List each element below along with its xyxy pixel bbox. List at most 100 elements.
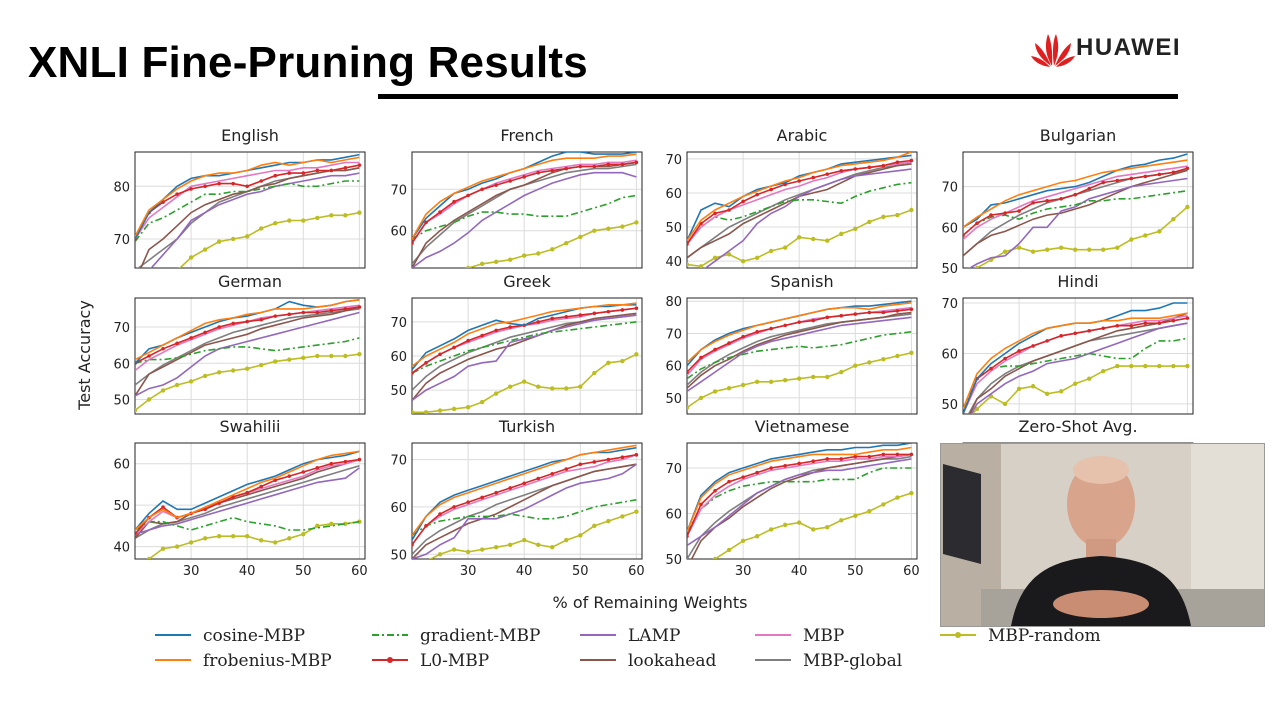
series-line-cosine-mbp bbox=[687, 443, 912, 532]
marker-mbp-random bbox=[699, 570, 703, 574]
marker-l0-mbp bbox=[466, 500, 470, 504]
panel-frame bbox=[686, 442, 918, 560]
marker-mbp-random bbox=[606, 360, 611, 366]
marker-mbp-random bbox=[961, 422, 965, 426]
marker-l0-mbp bbox=[357, 305, 362, 309]
marker-mbp-random bbox=[287, 357, 292, 362]
marker-l0-mbp bbox=[1087, 328, 1092, 333]
marker-mbp-random bbox=[634, 220, 639, 225]
marker-mbp-random bbox=[1072, 381, 1078, 386]
marker-mbp-random bbox=[507, 384, 513, 389]
marker-l0-mbp bbox=[480, 187, 484, 192]
series-line-lamp bbox=[412, 171, 637, 268]
legend-item-gradient-mbp: gradient-MBP bbox=[372, 626, 540, 646]
y-tick-label: 70 bbox=[941, 297, 958, 312]
panel-frame bbox=[411, 442, 643, 560]
marker-mbp-random bbox=[521, 253, 527, 258]
marker-mbp-random bbox=[216, 534, 222, 539]
series-line-mbp-global bbox=[687, 163, 912, 259]
marker-mbp-random bbox=[160, 388, 166, 393]
marker-mbp-random bbox=[301, 531, 306, 537]
marker-l0-mbp bbox=[811, 175, 816, 180]
marker-l0-mbp bbox=[1003, 356, 1007, 361]
marker-l0-mbp bbox=[811, 318, 816, 323]
marker-l0-mbp bbox=[592, 460, 597, 464]
marker-mbp-random bbox=[687, 405, 690, 410]
slide-title: XNLI Fine-Pruning Results bbox=[28, 38, 588, 87]
legend-label: cosine-MBP bbox=[203, 626, 305, 646]
marker-mbp-random bbox=[202, 536, 208, 541]
marker-mbp-random bbox=[606, 518, 611, 524]
panel-hindi: Hindi 50 60 70 bbox=[941, 272, 1194, 426]
marker-mbp-random bbox=[685, 584, 689, 588]
marker-mbp-random bbox=[188, 255, 194, 260]
marker-mbp-random bbox=[698, 264, 704, 268]
panel-frame bbox=[411, 151, 643, 269]
marker-mbp-random bbox=[410, 287, 414, 291]
marker-l0-mbp bbox=[1031, 344, 1035, 348]
marker-mbp-random bbox=[740, 258, 746, 264]
marker-mbp-random bbox=[1143, 363, 1148, 369]
marker-mbp-random bbox=[424, 278, 428, 282]
marker-mbp-random bbox=[202, 247, 208, 252]
marker-l0-mbp bbox=[480, 333, 484, 338]
marker-l0-mbp bbox=[839, 313, 844, 318]
marker-mbp-random bbox=[782, 522, 788, 528]
marker-l0-mbp bbox=[1101, 180, 1106, 185]
marker-mbp-random bbox=[493, 544, 499, 550]
marker-l0-mbp bbox=[217, 325, 221, 329]
series-line-frobenius-mbp bbox=[412, 444, 637, 536]
marker-l0-mbp bbox=[1017, 209, 1021, 213]
marker-mbp-random bbox=[343, 353, 348, 359]
marker-l0-mbp bbox=[217, 181, 221, 186]
marker-l0-mbp bbox=[699, 355, 703, 360]
panel-title: French bbox=[500, 126, 553, 145]
marker-mbp-random bbox=[259, 538, 264, 543]
panel-spanish: Spanish 50 60 70 80 bbox=[665, 272, 918, 415]
marker-l0-mbp bbox=[245, 490, 249, 495]
panel-title: Bulgarian bbox=[1040, 126, 1117, 145]
series-line-mbp bbox=[412, 454, 637, 546]
marker-mbp-random bbox=[726, 252, 732, 257]
series-line-gradient-mbp bbox=[135, 516, 360, 531]
marker-mbp-random bbox=[796, 520, 802, 525]
marker-mbp-random bbox=[811, 236, 816, 242]
marker-l0-mbp bbox=[881, 163, 886, 168]
marker-l0-mbp bbox=[853, 454, 858, 459]
marker-l0-mbp bbox=[287, 171, 292, 175]
legend-label: MBP-random bbox=[988, 626, 1101, 646]
marker-mbp-random bbox=[881, 357, 886, 362]
marker-mbp-random bbox=[135, 408, 138, 413]
marker-mbp-random bbox=[550, 386, 555, 391]
y-tick-label: 60 bbox=[390, 350, 407, 365]
marker-l0-mbp bbox=[755, 330, 759, 334]
marker-mbp-random bbox=[782, 377, 788, 383]
marker-mbp-random bbox=[273, 540, 278, 545]
marker-mbp-random bbox=[521, 379, 527, 384]
marker-mbp-random bbox=[343, 213, 348, 218]
x-tick-label: 60 bbox=[628, 564, 645, 579]
marker-l0-mbp bbox=[592, 311, 597, 316]
y-tick-label: 80 bbox=[665, 295, 682, 310]
marker-l0-mbp bbox=[881, 310, 886, 315]
marker-mbp-random bbox=[1101, 368, 1106, 374]
marker-mbp-random bbox=[1115, 245, 1120, 250]
legend-item-frobenius-mbp: frobenius-MBP bbox=[155, 651, 332, 671]
series-line-gradient-mbp bbox=[963, 337, 1188, 410]
marker-mbp-random bbox=[564, 386, 569, 391]
marker-l0-mbp bbox=[508, 179, 512, 183]
legend-item-mbp: MBP bbox=[755, 626, 844, 646]
panel-swahilii: Swahilii 40 50 60 30 40 50 60 bbox=[113, 417, 367, 579]
marker-l0-mbp bbox=[839, 457, 844, 461]
marker-l0-mbp bbox=[853, 312, 858, 316]
marker-mbp-random bbox=[133, 565, 137, 569]
marker-l0-mbp bbox=[494, 490, 498, 495]
series-line-lookahead bbox=[687, 311, 912, 389]
y-tick-label: 60 bbox=[113, 458, 130, 473]
marker-mbp-random bbox=[768, 248, 774, 254]
marker-l0-mbp bbox=[578, 164, 583, 169]
marker-l0-mbp bbox=[699, 502, 703, 507]
series-line-lamp bbox=[704, 168, 912, 268]
series-line-lamp bbox=[412, 463, 637, 559]
marker-mbp-random bbox=[329, 521, 334, 526]
